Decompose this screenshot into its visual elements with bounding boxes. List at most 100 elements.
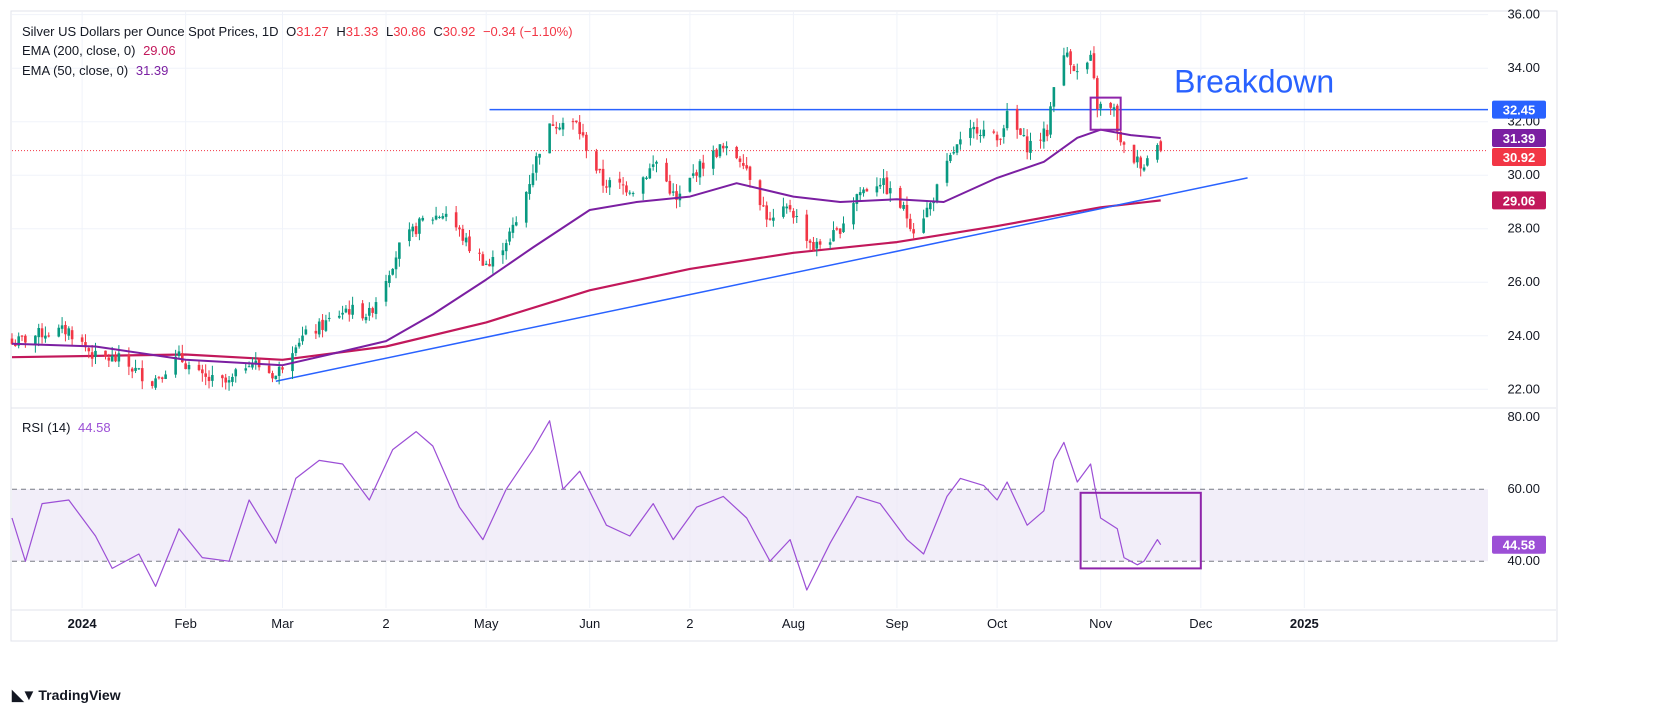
candle-body: [785, 206, 789, 209]
candle-body: [321, 319, 324, 330]
candle-body: [317, 321, 321, 335]
candle-body: [247, 366, 251, 368]
candle-body: [244, 368, 248, 371]
candle-body: [969, 128, 972, 138]
candle-body: [1015, 108, 1019, 130]
candle-body: [548, 123, 551, 154]
candle-body: [441, 216, 445, 219]
candle-body: [768, 218, 772, 220]
candle-body: [999, 138, 1002, 140]
candle-body: [601, 168, 605, 186]
candle-body: [818, 241, 822, 245]
candle-body: [384, 280, 388, 302]
breakdown-annotation: Breakdown: [1174, 63, 1334, 99]
ema200-value: 29.06: [143, 43, 176, 58]
candle-body: [481, 254, 485, 266]
price-axis-label: 31.39: [1503, 131, 1536, 146]
candle-body: [157, 377, 161, 379]
candle-body: [374, 302, 378, 314]
candle-body: [421, 217, 425, 221]
candle-body: [788, 205, 792, 210]
candle-body: [277, 366, 281, 376]
low-value: 30.86: [393, 24, 426, 39]
trend-lines: [12, 108, 1488, 382]
candle-body: [1159, 141, 1163, 151]
candle-body: [20, 335, 24, 337]
tradingview-logo-icon: ◣▼: [12, 687, 36, 704]
candle-body: [508, 231, 511, 242]
candle-body: [952, 152, 956, 154]
price-axis-label-bg: [1492, 129, 1546, 148]
candle-body: [197, 364, 201, 371]
candle-body: [454, 212, 458, 228]
candle-body: [782, 206, 785, 217]
ohlc-close: C30.92: [433, 24, 475, 39]
price-axis-label: 30.92: [1503, 150, 1536, 165]
breakdown-box: [1089, 96, 1122, 131]
candle-body: [1029, 140, 1032, 153]
candle-body: [605, 186, 608, 188]
candle-body: [718, 144, 722, 157]
candle-body: [1132, 144, 1136, 163]
candle-body: [725, 146, 728, 149]
rsi-line: [11, 420, 1162, 591]
candle-body: [959, 139, 962, 145]
candle-body: [578, 122, 581, 135]
candle-body: [337, 315, 341, 318]
candle-body: [130, 368, 134, 372]
candle-body: [478, 252, 481, 254]
candle-body: [932, 202, 935, 204]
candle-body: [979, 134, 982, 136]
candle-body: [1156, 145, 1159, 160]
rsi-box: [1079, 491, 1202, 570]
candle-body: [344, 308, 348, 313]
x-tick-label: Nov: [1089, 616, 1113, 631]
candle-body: [832, 230, 835, 242]
candle-body: [762, 205, 765, 207]
candle-body: [1025, 136, 1029, 153]
low-label: L: [385, 24, 394, 39]
candle-body: [1142, 167, 1146, 171]
candle-body: [772, 217, 775, 221]
candle-body: [408, 229, 411, 242]
candle-body: [945, 160, 949, 183]
candle-body: [585, 134, 588, 151]
candle-body: [501, 250, 505, 256]
candle-body: [1072, 65, 1076, 72]
x-tick-label: Mar: [271, 616, 294, 631]
price-legend: Silver US Dollars per Ounce Spot Prices,…: [22, 24, 577, 39]
candle-body: [875, 186, 879, 193]
candle-body: [655, 161, 658, 164]
candle-body: [201, 369, 204, 374]
candle-body: [1116, 105, 1119, 132]
candle-body: [665, 162, 668, 182]
candle-body: [267, 365, 271, 373]
candle-body: [491, 257, 495, 267]
candle-body: [388, 275, 391, 284]
candle-body: [1005, 110, 1009, 129]
candle-body: [154, 378, 157, 388]
candle-body: [955, 144, 959, 153]
candle-body: [1062, 55, 1066, 86]
candle-body: [882, 178, 885, 185]
candle-body: [949, 154, 952, 161]
y-tick-label: 30.00: [1507, 167, 1540, 182]
brand-name: TradingView: [38, 687, 121, 703]
candle-body: [444, 213, 448, 217]
ema50-legend: EMA (50, close, 0) 31.39: [22, 63, 172, 78]
candle-body: [484, 263, 488, 265]
candle-body: [898, 187, 902, 208]
candle-body: [1085, 62, 1089, 70]
tradingview-logo[interactable]: ◣▼ TradingView: [12, 686, 121, 704]
candle-body: [651, 164, 655, 167]
candle-body: [935, 184, 939, 203]
candle-body: [765, 205, 768, 220]
candle-body: [1045, 129, 1049, 137]
open-value: 31.27: [296, 24, 329, 39]
y-tick-label: 36.00: [1507, 7, 1540, 22]
candle-body: [254, 360, 258, 365]
candle-body: [1099, 103, 1102, 109]
candle-body: [628, 192, 632, 194]
candle-body: [1042, 128, 1046, 142]
axes: 22.0024.0026.0028.0030.0032.0034.0036.00…: [68, 7, 1546, 631]
